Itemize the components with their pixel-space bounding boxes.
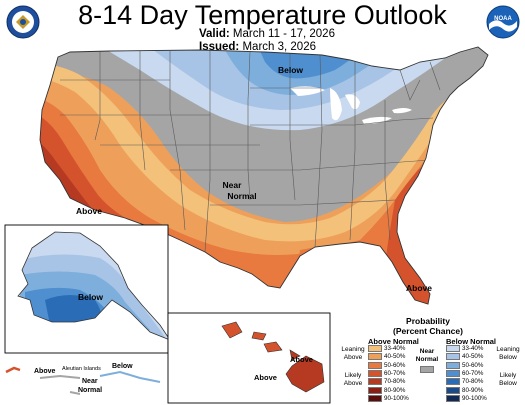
legend-below-bin-label: 40-50% bbox=[462, 353, 484, 361]
label-near-normal-2: Normal bbox=[227, 191, 256, 201]
department-seal-logo bbox=[6, 5, 40, 39]
legend-above-bin-label: 70-80% bbox=[384, 378, 406, 386]
label-aleutian-above: Above bbox=[34, 368, 56, 375]
label-hawaii-above-2: Above bbox=[254, 373, 277, 382]
state-boundaries bbox=[60, 51, 441, 253]
label-below-north: Below bbox=[278, 65, 303, 75]
legend-above-header: Above Normal bbox=[368, 337, 419, 346]
legend-above-bin-swatch bbox=[368, 386, 382, 394]
valid-value: March 11 - 17, 2026 bbox=[232, 28, 335, 40]
legend-below-bin-label: 33-40% bbox=[462, 345, 484, 352]
issued-line: Issued: March 3, 2026 bbox=[199, 40, 316, 54]
noaa-logo-text: NOAA bbox=[494, 16, 512, 22]
legend-above-bin-label: 80-90% bbox=[384, 386, 406, 394]
legend-below-bin-swatch bbox=[446, 386, 460, 394]
legend-below-bin-label: 50-60% bbox=[462, 361, 484, 369]
label-alaska-below: Below bbox=[78, 292, 103, 302]
legend-above-bin-label: 33-40% bbox=[384, 345, 406, 352]
legend-above-bin-swatch bbox=[368, 378, 382, 386]
legend-below-bin-label: 90-100% bbox=[462, 394, 487, 402]
legend-above-bin-swatch bbox=[368, 361, 382, 369]
label-hawaii-above-1: Above bbox=[290, 355, 313, 364]
hawaii-outline bbox=[221, 321, 325, 393]
legend-below-bin-label: 80-90% bbox=[462, 386, 484, 394]
legend-leaning-above: Leaning Above bbox=[341, 346, 365, 361]
legend-near-normal-label: Near Normal bbox=[415, 348, 439, 363]
legend-below-bin-label: 60-70% bbox=[462, 369, 484, 377]
map-title: 8-14 Day Temperature Outlook bbox=[78, 0, 447, 30]
legend-below-bin-swatch bbox=[446, 378, 460, 386]
legend-above-bin-label: 60-70% bbox=[384, 369, 406, 377]
legend-below-bin-swatch bbox=[446, 353, 460, 361]
legend-below-bin-swatch bbox=[446, 369, 460, 377]
noaa-logo: NOAA bbox=[486, 5, 520, 39]
legend-below-bin-swatch bbox=[446, 394, 460, 402]
legend-above-bin-swatch bbox=[368, 345, 382, 352]
label-aleutian-near-2: Normal bbox=[78, 387, 102, 394]
label-aleutian-islands: Aleutian Islands bbox=[62, 366, 101, 372]
great-lakes bbox=[290, 86, 412, 124]
alaska-outline bbox=[17, 231, 172, 341]
legend-below-bin-swatch bbox=[446, 345, 460, 352]
label-above-southwest: Above bbox=[76, 206, 102, 216]
legend-above-bin-swatch bbox=[368, 394, 382, 402]
label-aleutian-near-1: Near bbox=[82, 378, 98, 385]
legend-title: Probability (Percent Chance) bbox=[393, 316, 463, 336]
legend-below-bin-label: 70-80% bbox=[462, 378, 484, 386]
legend-above-bin-label: 50-60% bbox=[384, 361, 406, 369]
aleutian-islands bbox=[5, 366, 161, 395]
legend-above-bin-label: 90-100% bbox=[384, 394, 409, 402]
legend-below-header: Below Normal bbox=[446, 337, 497, 346]
label-near-normal-1: Near bbox=[223, 180, 243, 190]
issued-value: March 3, 2026 bbox=[242, 41, 316, 53]
legend-likely-below: Likely Below bbox=[499, 372, 517, 387]
valid-label: Valid: bbox=[199, 28, 230, 40]
valid-line: Valid: March 11 - 17, 2026 bbox=[199, 27, 335, 41]
label-above-florida: Above bbox=[406, 283, 432, 293]
legend-leaning-below: Leaning Below bbox=[496, 346, 520, 361]
label-aleutian-below: Below bbox=[112, 363, 133, 370]
legend-near-normal-swatch bbox=[420, 366, 434, 373]
legend-above-bin-swatch bbox=[368, 369, 382, 377]
legend-above-bin-swatch bbox=[368, 353, 382, 361]
legend-below-bin-swatch bbox=[446, 361, 460, 369]
legend-above-bin-label: 40-50% bbox=[384, 353, 406, 361]
legend-likely-above: Likely Above bbox=[343, 372, 363, 387]
